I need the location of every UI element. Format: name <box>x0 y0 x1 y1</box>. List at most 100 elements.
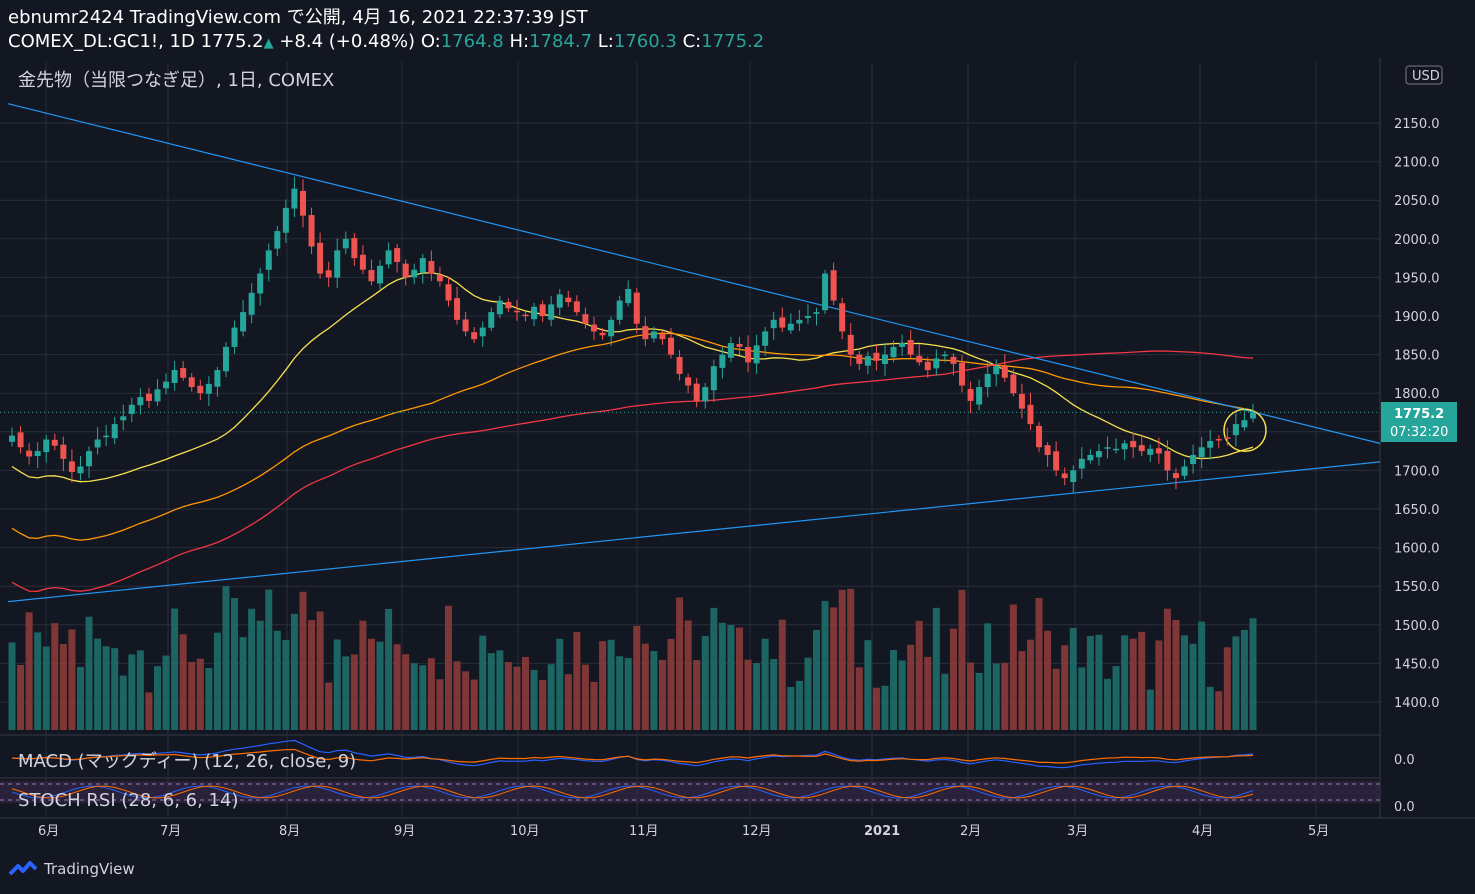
time-tick: 4月 <box>1192 824 1213 839</box>
candle-body <box>839 303 846 332</box>
candle-body <box>120 416 127 421</box>
ma-orange-line <box>11 332 1254 541</box>
candle-body <box>676 357 683 374</box>
candle-body <box>1250 412 1256 419</box>
volume-bar <box>8 642 16 730</box>
candle-body <box>993 366 1000 375</box>
volume-bar <box>128 654 136 730</box>
volume-bar <box>1121 635 1129 730</box>
candle-body <box>34 451 41 457</box>
candle-body <box>1138 445 1145 452</box>
volume-bar <box>1086 635 1094 730</box>
candle-body <box>368 270 375 282</box>
change-value: +8.4 (+0.48%) <box>279 31 416 52</box>
open-value: 1764.8 <box>440 31 504 52</box>
candle-body <box>26 450 33 457</box>
candle-body <box>984 373 991 388</box>
volume-bar <box>932 607 940 730</box>
price-tag-countdown: 07:32:20 <box>1390 425 1448 440</box>
ohlc-line: COMEX_DL:GC1!, 1D 1775.2▲ +8.4 (+0.48%) … <box>8 30 764 56</box>
volume-bar <box>753 663 761 730</box>
volume-bar <box>658 659 666 730</box>
volume-bar <box>76 666 84 730</box>
candle-body <box>1190 454 1197 465</box>
volume-bar <box>1206 686 1214 730</box>
volume-bar <box>479 635 487 730</box>
candle-body <box>1147 448 1154 455</box>
volume-bar <box>316 611 324 730</box>
volume-bar <box>1232 636 1240 730</box>
volume-bar <box>239 637 247 730</box>
candle-body <box>736 343 743 347</box>
candle-body <box>513 310 520 313</box>
candle-body <box>693 383 700 401</box>
volume-bar <box>624 658 632 730</box>
volume-bar <box>265 589 273 730</box>
volume-bar <box>325 682 333 730</box>
time-axis[interactable]: 6月 7月 8月 9月 10月 11月 12月 2021 2月 3月 4月 5月 <box>38 824 1329 839</box>
volume-bar <box>633 625 641 730</box>
volume-bar <box>25 612 33 730</box>
candle-body <box>351 238 358 259</box>
volume-bar <box>153 666 161 730</box>
candle-body <box>325 270 332 278</box>
candle-body <box>1130 440 1137 448</box>
volume-bar <box>821 600 829 730</box>
volume-bar <box>342 656 350 730</box>
candle-body <box>77 466 84 474</box>
candle-body <box>222 346 229 372</box>
candle-body <box>830 270 837 301</box>
candle-body <box>881 354 888 365</box>
macd-signal-line <box>11 748 1254 764</box>
volume-bar <box>599 641 607 730</box>
candle-body <box>873 352 880 361</box>
candle-body <box>1232 424 1239 436</box>
time-tick: 7月 <box>160 824 181 839</box>
candle-body <box>265 250 272 270</box>
volume-bar <box>1138 631 1146 730</box>
volume-bar <box>1018 651 1026 730</box>
time-tick: 9月 <box>394 824 415 839</box>
time-tick: 11月 <box>629 824 659 839</box>
time-tick: 8月 <box>279 824 300 839</box>
candle-body <box>907 339 914 355</box>
tradingview-logo-icon <box>8 861 38 876</box>
volume-bar <box>119 675 127 730</box>
volume-bar <box>419 665 427 730</box>
volume-bar <box>145 692 153 730</box>
volume-bar <box>85 616 93 730</box>
volume-bar <box>308 620 316 730</box>
candle-body <box>753 345 760 364</box>
candle-body <box>128 404 135 414</box>
candle-body <box>1095 451 1102 458</box>
footer[interactable]: TradingView <box>8 858 135 880</box>
candle-body <box>402 263 409 278</box>
volume-bar <box>376 641 384 730</box>
price-tick: 1900.0 <box>1394 310 1440 325</box>
volume-bar <box>581 664 589 730</box>
symbol-label[interactable]: COMEX_DL:GC1!, 1D <box>8 31 195 52</box>
stoch-band <box>0 781 1380 803</box>
candle-body <box>959 362 966 386</box>
volume-bar <box>333 639 341 730</box>
candle-body <box>933 358 940 369</box>
high-value: 1784.7 <box>529 31 593 52</box>
volume-bar <box>188 662 196 730</box>
candle-body <box>745 346 752 363</box>
candle-body <box>1027 404 1034 425</box>
volume-bar <box>949 628 957 730</box>
volume-bar <box>205 667 213 730</box>
volume-bar <box>17 664 25 730</box>
volume-bar <box>616 656 624 730</box>
time-tick: 10月 <box>510 824 540 839</box>
volume-bar <box>273 630 281 730</box>
candle-body <box>813 312 820 314</box>
currency-badge[interactable] <box>1405 65 1443 85</box>
candle-body <box>197 385 204 394</box>
price-axis[interactable]: 2150.0 2100.0 2050.0 2000.0 1950.0 1900.0 1850… <box>1394 117 1440 711</box>
candle-body <box>950 356 957 364</box>
volume-bar <box>402 654 410 730</box>
candle-body <box>505 302 512 309</box>
candle-body <box>334 250 341 278</box>
